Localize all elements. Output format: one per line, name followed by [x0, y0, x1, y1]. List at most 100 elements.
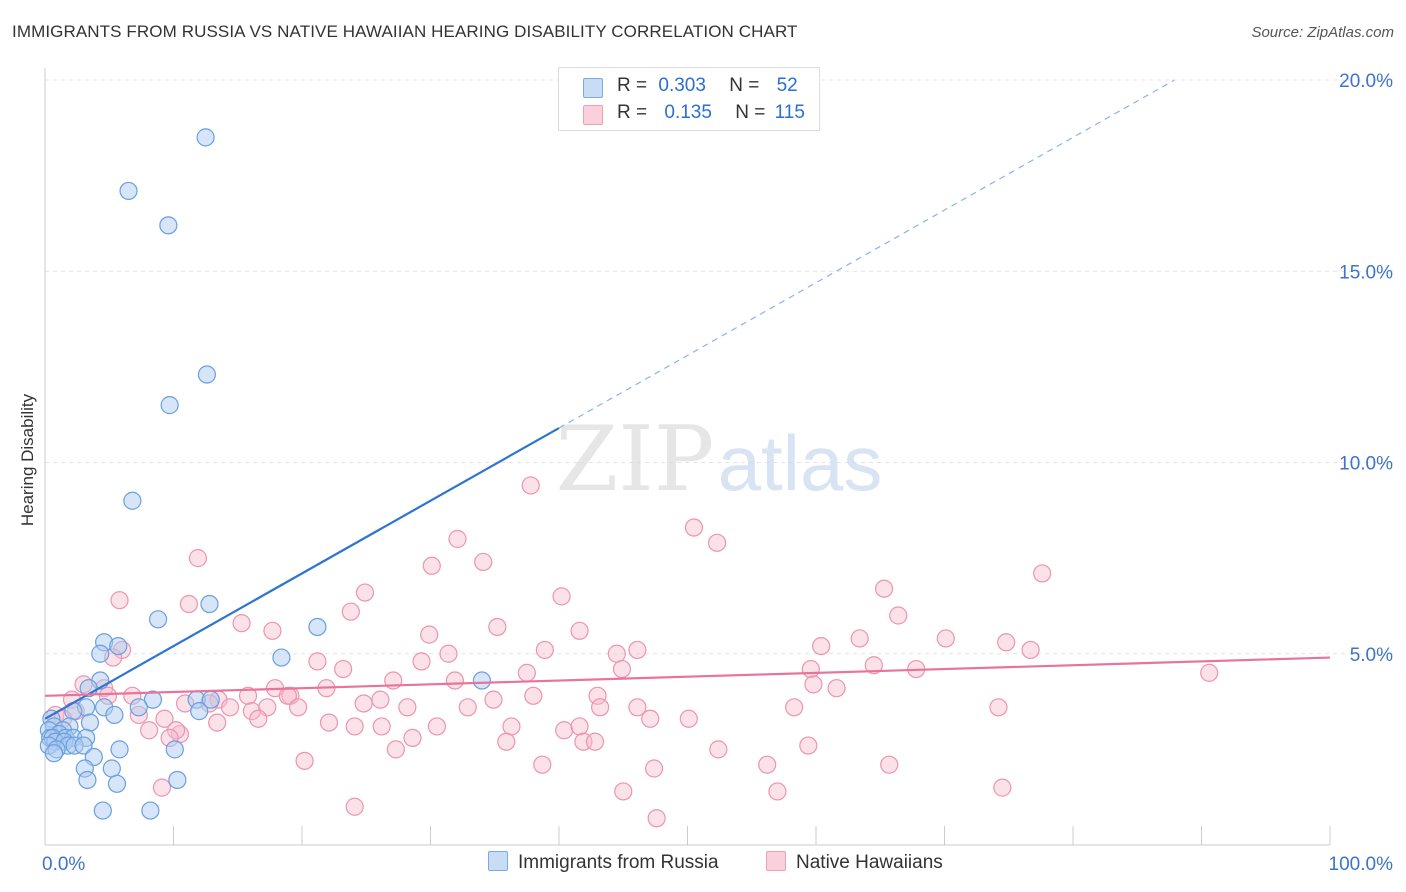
russia-points	[39, 128, 491, 820]
russia-point	[44, 744, 64, 763]
hawaiian-point	[355, 583, 375, 602]
hawaiian-point	[289, 698, 308, 717]
hawaiian-point	[521, 476, 540, 495]
y-axis-label: Hearing Disability	[18, 393, 37, 527]
hawaiian-trend-line	[44, 656, 1331, 697]
russia-point	[196, 128, 215, 147]
russia-point	[78, 770, 97, 790]
russia-point	[168, 770, 187, 790]
hawaiian-point	[420, 625, 439, 644]
hawaiian-point	[445, 671, 465, 690]
chart-title: IMMIGRANTS FROM RUSSIA VS NATIVE HAWAIIA…	[12, 22, 798, 41]
hawaiian-point	[1021, 640, 1040, 660]
hawaiian-point	[110, 591, 129, 610]
russia-point	[129, 698, 148, 717]
hawaiian-point	[628, 698, 647, 717]
hawaiian-point	[614, 782, 633, 801]
russia-point	[80, 713, 100, 732]
hawaiian-point	[188, 549, 208, 568]
russia-point	[105, 705, 124, 725]
hawaiian-point	[997, 633, 1016, 652]
hawaiian-point	[707, 533, 727, 552]
hawaiian-point	[341, 602, 360, 621]
hawaiian-point	[422, 556, 441, 575]
hawaiian-point	[179, 594, 199, 614]
legend-r-value: 0.135	[664, 102, 712, 123]
hawaiian-point	[208, 713, 227, 732]
hawaiian-point	[875, 579, 894, 598]
legend-swatch-blue	[583, 78, 603, 98]
bottom-legend-hawaiian: Native Hawaiians	[766, 851, 943, 874]
russia-point	[200, 594, 219, 614]
hawaiian-point	[334, 659, 353, 679]
watermark-atlas: atlas	[718, 419, 883, 507]
hawaiian-point	[641, 709, 660, 728]
x-tick-label: 0.0%	[42, 854, 85, 875]
hawaiian-point	[570, 621, 589, 640]
hawaiian-point	[768, 782, 787, 801]
hawaiian-point	[889, 606, 908, 625]
russia-point	[123, 491, 142, 510]
hawaiian-point	[555, 721, 574, 740]
hawaiian-point	[139, 721, 159, 740]
hawaiian-point	[1200, 663, 1219, 682]
russia-point	[148, 610, 168, 629]
russia-trend-line	[44, 427, 560, 720]
hawaiian-point	[684, 518, 704, 537]
hawaiian-point	[232, 614, 251, 633]
russia-point	[472, 671, 491, 690]
russia-trend-extension	[558, 79, 1175, 429]
hawaiian-point	[458, 698, 477, 717]
russia-point	[109, 636, 128, 656]
hawaiian-point	[371, 690, 390, 709]
hawaiian-point	[412, 652, 431, 671]
x-tick-label: 100.0%	[1329, 854, 1394, 875]
hawaiian-point	[801, 659, 820, 679]
hawaiian-point	[249, 709, 268, 728]
hawaiian-point	[484, 690, 503, 709]
hawaiian-point	[647, 809, 666, 828]
hawaiian-point	[827, 679, 846, 698]
russia-point	[110, 740, 129, 759]
russia-point	[190, 702, 209, 721]
grid-lines	[45, 79, 1393, 655]
hawaiian-point	[398, 698, 417, 717]
hawaiian-point	[552, 587, 571, 606]
legend-n-value: 52	[776, 75, 798, 96]
hawaiian-point	[403, 728, 422, 748]
russia-point	[91, 644, 110, 663]
hawaiian-point	[588, 686, 607, 705]
hawaiian-point	[345, 797, 364, 816]
y-tick-label: 20.0%	[1339, 71, 1393, 92]
legend-n-value: 115	[774, 102, 805, 123]
watermark-zip: ZIP	[556, 407, 715, 512]
hawaiian-point	[155, 709, 174, 728]
bottom-legend-swatch-blue	[488, 851, 508, 871]
y-tick-label: 5.0%	[1350, 645, 1393, 666]
hawaiian-point	[439, 644, 458, 663]
bottom-legend-label: Immigrants from Russia	[518, 852, 719, 873]
hawaiian-point	[585, 732, 605, 751]
hawaiian-point	[612, 659, 632, 679]
russia-point	[160, 396, 179, 415]
trend-lines	[44, 79, 1331, 720]
hawaiian-point	[804, 675, 823, 694]
russia-point	[272, 648, 291, 667]
bottom-legend-swatch-pink	[766, 851, 786, 871]
russia-point	[159, 216, 178, 235]
hawaiian-point	[308, 652, 327, 671]
hawaiian-point	[524, 686, 543, 705]
hawaiian-point	[1033, 564, 1052, 583]
russia-point	[165, 740, 184, 759]
hawaiian-point	[850, 629, 869, 648]
russia-point	[197, 365, 217, 384]
y-tick-label: 10.0%	[1339, 454, 1393, 475]
hawaiian-point	[474, 552, 493, 572]
hawaiian-point	[238, 686, 258, 705]
tick-labels: 5.0% 10.0% 15.0% 20.0% 0.0% 100.0%	[42, 71, 1393, 875]
hawaiian-point	[628, 640, 647, 660]
hawaiian-point	[278, 686, 297, 705]
y-tick-label: 15.0%	[1339, 262, 1393, 283]
russia-point	[308, 617, 327, 637]
hawaiian-point	[502, 717, 521, 736]
